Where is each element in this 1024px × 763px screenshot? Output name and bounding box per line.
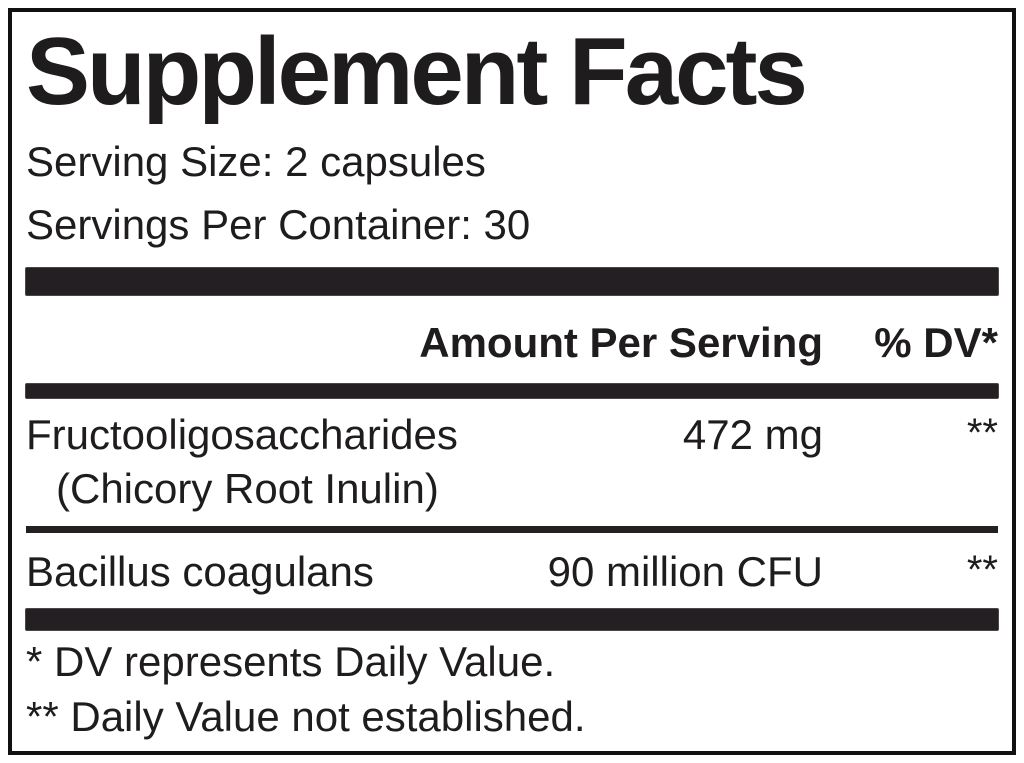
ingredient-name: Fructooligosaccharides (26, 411, 458, 458)
ingredient-row-fructooligosaccharides: Fructooligosaccharides (Chicory Root Inu… (26, 398, 998, 526)
footnote-dv-definition: * DV represents Daily Value. (26, 638, 556, 685)
panel-title: Supplement Facts (26, 18, 808, 125)
ingredient-amount: 90 million CFU (547, 548, 823, 595)
divider-bar-bottom (26, 609, 998, 630)
footnote-dv-not-established: ** Daily Value not established. (26, 693, 586, 740)
divider-bar-top (26, 268, 998, 295)
amount-per-serving-header: Amount Per Serving (419, 319, 823, 366)
ingredient-name: Bacillus coagulans (26, 548, 374, 595)
percent-dv-header: % DV* (874, 319, 998, 366)
ingredient-name-cell: Bacillus coagulans (26, 545, 548, 599)
column-header-row: Amount Per Serving % DV* (26, 307, 998, 384)
servings-per-container-line: Servings Per Container: 30 (26, 201, 531, 248)
divider-bar-header (26, 384, 998, 398)
supplement-facts-panel: Supplement Facts Serving Size: 2 capsule… (8, 8, 1016, 755)
ingredient-subname: (Chicory Root Inulin) (56, 465, 439, 512)
divider-rule-thin (26, 526, 998, 533)
ingredient-name-cell: Fructooligosaccharides (Chicory Root Inu… (26, 408, 683, 516)
ingredient-dv: ** (966, 548, 998, 592)
serving-size-line: Serving Size: 2 capsules (26, 138, 486, 185)
ingredient-row-bacillus-coagulans: Bacillus coagulans 90 million CFU ** (26, 533, 998, 609)
ingredient-dv: ** (966, 411, 998, 455)
ingredient-amount: 472 mg (682, 411, 823, 458)
